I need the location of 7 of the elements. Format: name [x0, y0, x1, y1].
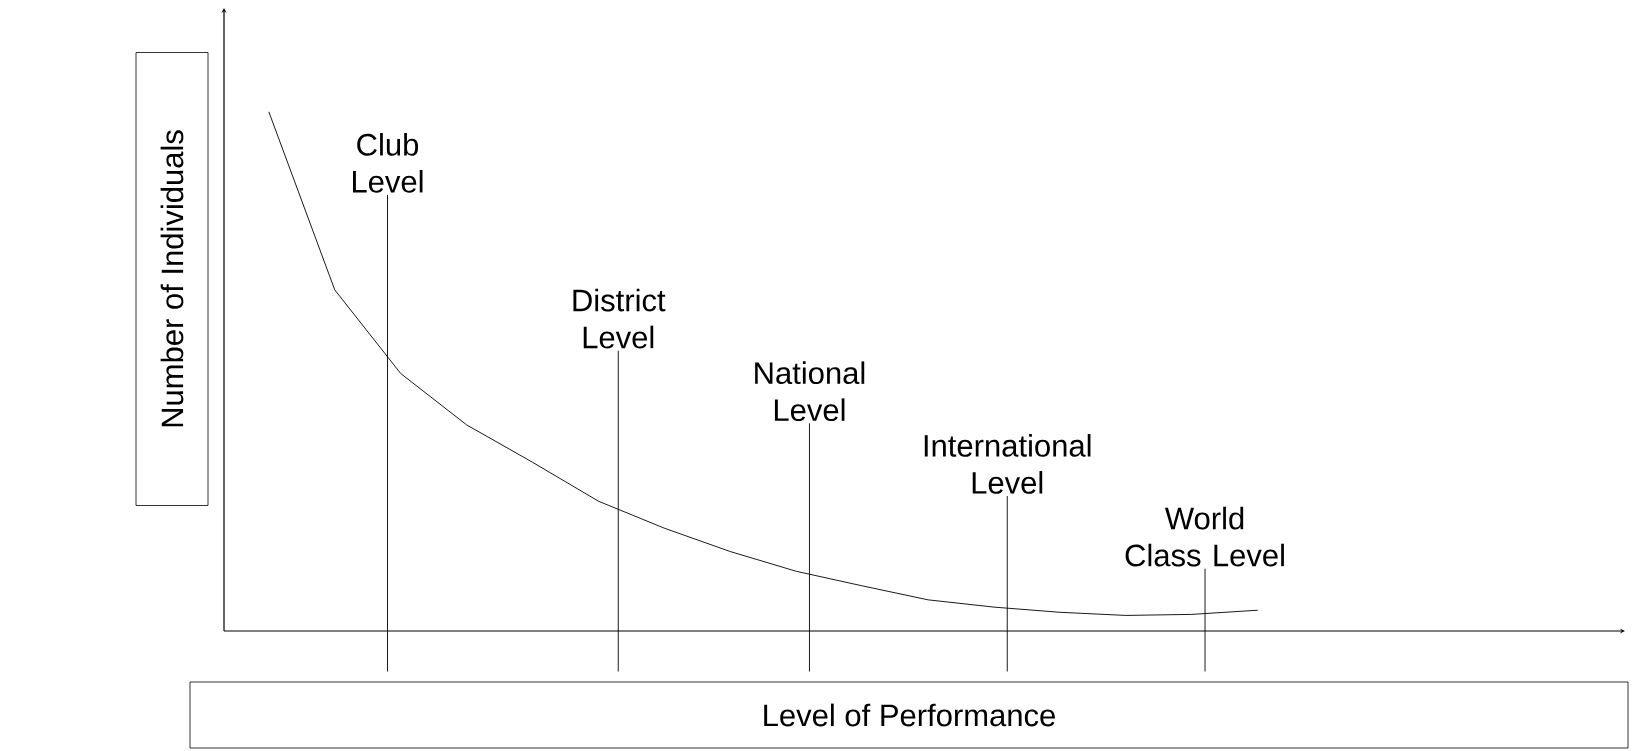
x-axis-title: Level of Performance: [764, 703, 1055, 727]
annotation: World Class Level: [1125, 506, 1284, 567]
annotation: District Level: [573, 288, 666, 349]
y-axis-title: Number of Individuals: [160, 130, 184, 427]
annotation: National Level: [755, 361, 865, 422]
annotation: International Level: [924, 434, 1091, 494]
annotation: Club Level: [353, 132, 423, 193]
